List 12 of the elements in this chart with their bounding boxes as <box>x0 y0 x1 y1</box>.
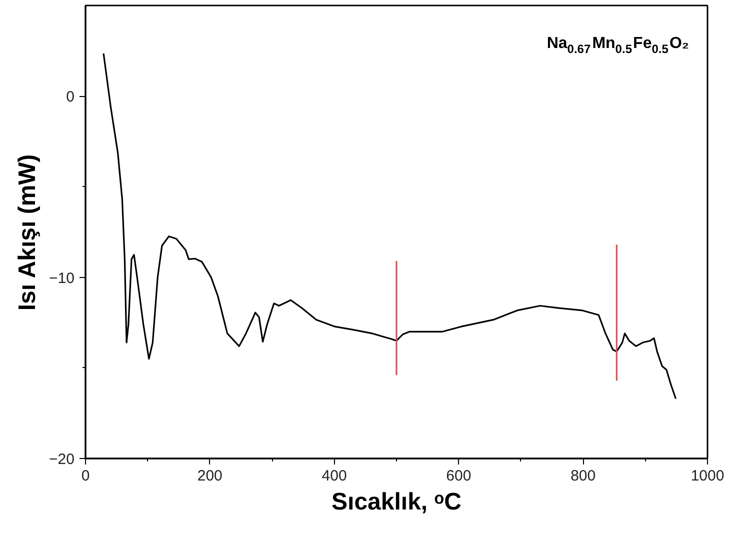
y-tick-label: 0 <box>66 88 74 106</box>
y-axis-title: Isı Akışı (mW) <box>14 154 42 311</box>
y-tick-label: −10 <box>49 270 75 287</box>
x-axis-title: Sıcaklık, ᵒC <box>332 488 462 516</box>
x-tick-label: 1000 <box>690 468 724 484</box>
x-tick-label: 800 <box>570 468 596 484</box>
x-tick-label: 400 <box>322 468 347 484</box>
y-tick-label: −20 <box>49 451 75 468</box>
x-tick-label: 0 <box>81 468 90 484</box>
line-series <box>102 52 677 400</box>
x-tick-label: 600 <box>446 468 472 484</box>
x-tick-label: 200 <box>197 468 222 484</box>
